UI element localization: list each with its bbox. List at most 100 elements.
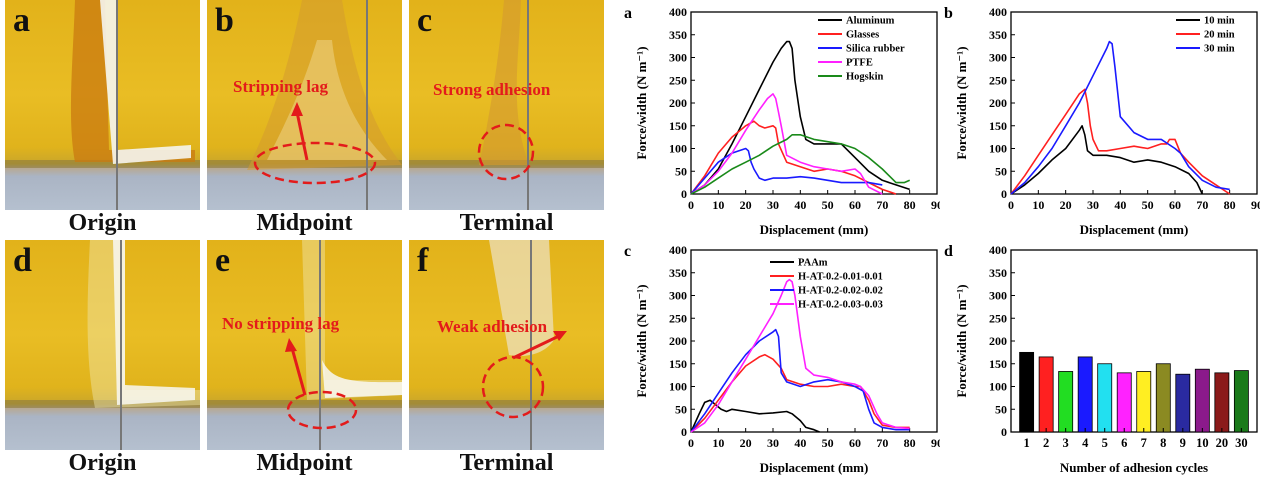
x-tick-label: 10 [712, 436, 724, 450]
y-tick-label: 200 [669, 96, 687, 110]
y-tick-label: 50 [995, 164, 1007, 178]
y-tick-label: 400 [669, 243, 687, 257]
legend-label: PAAm [798, 258, 828, 269]
legend-label: 30 min [1204, 44, 1235, 55]
y-tick-label: 50 [995, 402, 1007, 416]
chart-panel-letter: a [624, 5, 632, 22]
bar-cycle-10 [1194, 368, 1210, 433]
x-tick-label: 20 [740, 198, 752, 212]
y-tick-label: 50 [675, 402, 687, 416]
y-tick-label: 350 [989, 266, 1007, 280]
x-tick-label: 30 [767, 436, 779, 450]
y-axis-title-group: Force/width (N m⁻¹) [634, 284, 649, 397]
photo-panel-b: b Stripping lag [207, 0, 402, 210]
photo-letter: f [417, 242, 429, 279]
y-tick-label: 300 [989, 51, 1007, 65]
x-tick-label: 60 [1169, 198, 1181, 212]
x-tick-label: 80 [904, 436, 916, 450]
y-axis-title: Force/width (N m⁻¹) [954, 46, 969, 159]
y-tick-label: 300 [669, 51, 687, 65]
x-tick-label: 50 [822, 198, 834, 212]
y-tick-label: 300 [989, 289, 1007, 303]
bar-cycle-3 [1058, 371, 1074, 433]
x-tick-label: 30 [767, 198, 779, 212]
series-line-30-min [1010, 40, 1230, 195]
y-tick-label: 300 [669, 289, 687, 303]
y-axis-title: Force/width (N m⁻¹) [634, 46, 649, 159]
series-line-h-at-0-2-0-02-0-02 [690, 328, 910, 433]
x-tick-label: 70 [1196, 198, 1208, 212]
photo-caption: Origin [68, 210, 137, 236]
y-axis-title-group: Force/width (N m⁻¹) [634, 46, 649, 159]
legend-label: Hogskin [846, 72, 884, 83]
photo-panel-e: e No stripping lag [207, 240, 402, 450]
y-axis-title-group: Force/width (N m⁻¹) [954, 284, 969, 397]
photo-a-image [5, 0, 200, 210]
x-tick-label: 40 [1114, 198, 1126, 212]
x-tick-label: 10 [712, 198, 724, 212]
x-tick-label: 30 [1087, 198, 1099, 212]
y-tick-label: 150 [989, 357, 1007, 371]
y-tick-label: 0 [681, 425, 687, 439]
series-line-glasses [690, 120, 897, 195]
series-line-10-min [1010, 125, 1204, 195]
photo-panel-d: d [5, 240, 200, 450]
chart-panel-letter: c [624, 243, 631, 260]
photo-letter: b [215, 2, 234, 39]
photo-f-image [409, 240, 604, 450]
y-tick-label: 0 [1001, 425, 1007, 439]
x-tick-label: 70 [876, 436, 888, 450]
photo-caption: Terminal [459, 210, 554, 236]
x-tick-label: 0 [688, 436, 694, 450]
y-tick-label: 200 [989, 96, 1007, 110]
y-axis-title: Force/width (N m⁻¹) [634, 284, 649, 397]
x-tick-label: 40 [794, 436, 806, 450]
bar-cycle-4 [1077, 356, 1093, 433]
x-tick-label: 50 [1142, 198, 1154, 212]
y-axis-title: Force/width (N m⁻¹) [954, 284, 969, 397]
x-axis-title: Number of adhesion cycles [1060, 460, 1208, 475]
x-tick-label: 6 [1121, 436, 1127, 450]
photo-d-image [5, 240, 200, 450]
series-line-h-at-0-2-0-03-0-03 [690, 278, 910, 433]
photo-annotation: No stripping lag [222, 314, 340, 333]
x-tick-label: 50 [822, 436, 834, 450]
x-tick-label: 90 [1251, 198, 1260, 212]
x-tick-label: 7 [1141, 436, 1147, 450]
y-tick-label: 200 [989, 334, 1007, 348]
chart-d: 0 50 100 150 200 250 300 350 400 Force/width (N m… [944, 243, 1258, 475]
x-tick-label: 90 [931, 198, 940, 212]
x-tick-label: 60 [849, 436, 861, 450]
bar-cycle-9 [1175, 373, 1191, 433]
x-tick-label: 40 [794, 198, 806, 212]
series-line-paam [690, 399, 820, 433]
x-tick-label: 30 [1235, 436, 1248, 450]
legend-label: H-AT-0.2-0.01-0.01 [798, 272, 883, 283]
legend-label: Aluminum [846, 16, 895, 27]
series-line-ptfe [690, 93, 883, 195]
y-tick-label: 400 [989, 243, 1007, 257]
y-tick-label: 100 [989, 380, 1007, 394]
y-tick-label: 150 [989, 119, 1007, 133]
chart-panel-letter: b [944, 5, 953, 22]
bar-cycle-1 [1019, 351, 1035, 433]
photo-b-image [207, 0, 402, 210]
photo-caption: Terminal [459, 450, 554, 476]
bar-cycle-30 [1233, 370, 1249, 433]
y-tick-label: 250 [989, 73, 1007, 87]
y-tick-label: 100 [989, 142, 1007, 156]
photo-caption: Origin [68, 450, 137, 476]
x-tick-label: 1 [1023, 436, 1029, 450]
x-tick-label: 20 [1216, 436, 1229, 450]
photo-caption: Midpoint [256, 210, 353, 236]
photo-c-image [409, 0, 604, 210]
photo-letter: a [13, 2, 30, 39]
y-tick-label: 350 [989, 28, 1007, 42]
x-tick-label: 20 [740, 436, 752, 450]
photo-annotation: Stripping lag [233, 77, 328, 96]
y-tick-label: 0 [1001, 187, 1007, 201]
photo-letter: c [417, 2, 433, 39]
